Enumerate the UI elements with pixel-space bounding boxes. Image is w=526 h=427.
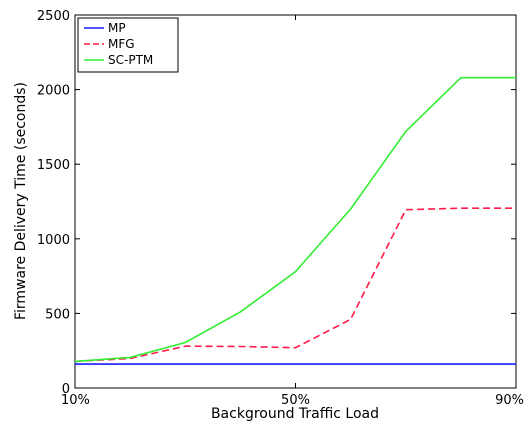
x-tick-label: 90% bbox=[495, 393, 524, 408]
series-line-sc-ptm bbox=[74, 76, 516, 363]
legend-box bbox=[77, 17, 179, 73]
series-line-mfg bbox=[74, 207, 516, 363]
y-axis-label: Firmware Delivery Time (seconds) bbox=[13, 82, 29, 320]
y-tick-label: 1500 bbox=[37, 158, 70, 173]
x-axis: 10% 50% 90% bbox=[61, 15, 524, 408]
x-tick-label: 10% bbox=[61, 393, 90, 408]
legend: MP MFG SC-PTM bbox=[77, 17, 179, 73]
y-tick-label: 1000 bbox=[37, 233, 70, 248]
y-axis: 0 500 1000 1500 2000 2500 bbox=[37, 9, 516, 397]
series-layer bbox=[74, 76, 516, 365]
legend-label-mp: MP bbox=[108, 21, 126, 35]
y-tick-label: 500 bbox=[45, 307, 70, 322]
plot-area bbox=[74, 14, 517, 389]
y-tick-label: 0 bbox=[62, 382, 70, 397]
legend-label-sc-ptm: SC-PTM bbox=[108, 53, 153, 67]
x-axis-label: Background Traffic Load bbox=[211, 406, 379, 422]
y-tick-label: 2500 bbox=[37, 9, 70, 24]
y-tick-label: 2000 bbox=[37, 84, 70, 99]
x-tick-label: 50% bbox=[281, 393, 310, 408]
legend-label-mfg: MFG bbox=[108, 37, 135, 51]
